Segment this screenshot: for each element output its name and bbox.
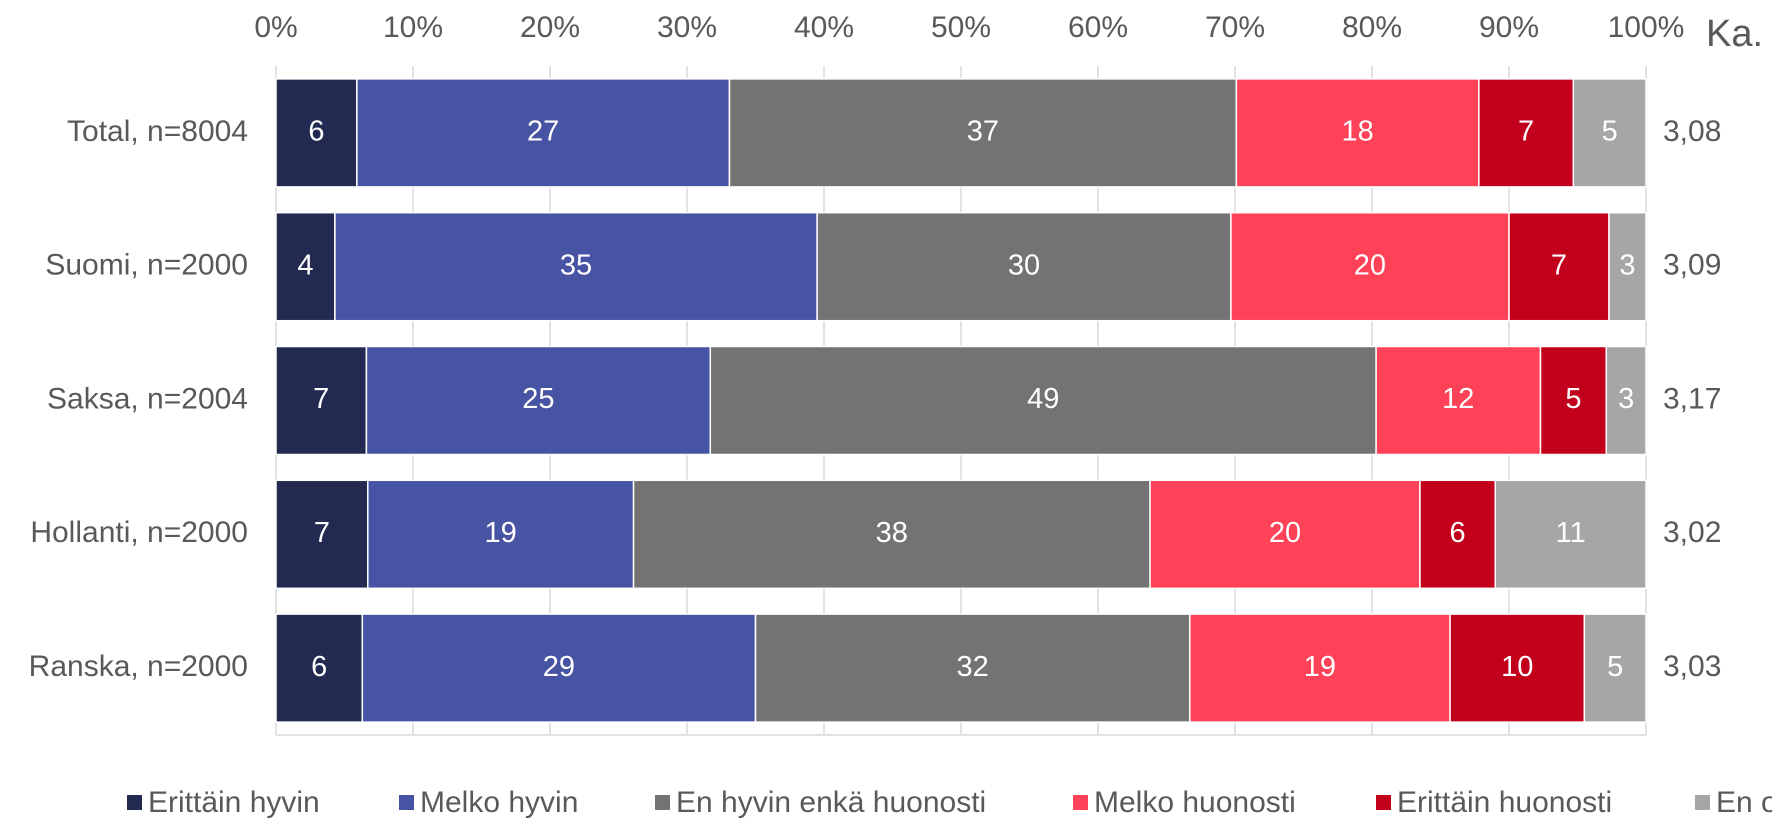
mean-label: 3,09 [1663, 249, 1721, 282]
data-label: 11 [1556, 517, 1586, 549]
data-label: 29 [543, 651, 575, 683]
bar-segment [356, 78, 731, 188]
bar-segment [1605, 345, 1647, 456]
data-label: 10 [1501, 651, 1533, 683]
x-tick-label: 40% [794, 11, 854, 44]
y-tick-label: Saksa, n=2004 [47, 382, 248, 415]
bar-segment [709, 345, 1377, 456]
legend-swatch [655, 795, 670, 810]
mean-title: Ka. [1706, 13, 1763, 55]
x-tick-label: 10% [383, 11, 443, 44]
legend-label: Erittäin hyvin [148, 786, 320, 819]
bar-segment [361, 613, 757, 723]
data-label: 38 [876, 517, 908, 549]
bar-segment [1572, 78, 1647, 188]
data-label: 5 [1607, 651, 1623, 683]
bar-segment [1449, 613, 1586, 723]
bar-segment [275, 78, 358, 188]
mean-label: 3,03 [1663, 650, 1721, 683]
bar-segment [728, 78, 1238, 188]
data-label: 32 [957, 651, 989, 683]
bar-segment [1149, 479, 1421, 590]
data-label: 6 [311, 651, 327, 683]
bar-segment [816, 211, 1232, 322]
data-label: 6 [1450, 517, 1466, 549]
data-label: 6 [308, 116, 324, 148]
bar-segment [1494, 479, 1647, 590]
y-tick-label: Hollanti, n=2000 [30, 516, 248, 549]
data-label: 27 [527, 116, 559, 148]
legend-swatch [1376, 795, 1391, 810]
data-label: 3 [1619, 249, 1635, 281]
bar-segment [754, 613, 1191, 723]
bar-segment [367, 479, 635, 590]
bar-segment [365, 345, 712, 456]
data-label: 7 [1551, 249, 1567, 281]
legend-swatch [399, 795, 414, 810]
data-label: 20 [1269, 517, 1301, 549]
legend-swatch [1695, 795, 1710, 810]
bar-segment [1230, 211, 1510, 322]
data-label: 7 [313, 383, 329, 415]
legend-label: Melko huonosti [1094, 786, 1296, 819]
data-label: 19 [485, 517, 517, 549]
x-tick-label: 60% [1068, 11, 1128, 44]
bar-segment [275, 211, 336, 322]
bar-segment [1539, 345, 1608, 456]
bar-segment [1235, 78, 1480, 188]
data-label: 30 [1008, 249, 1040, 281]
bar-segment [632, 479, 1151, 590]
x-tick-label: 70% [1205, 11, 1265, 44]
data-label: 3 [1618, 383, 1634, 415]
legend-label: En osaa sanoa [1716, 786, 1772, 819]
y-tick-label: Ranska, n=2000 [29, 650, 248, 683]
mean-label: 3,17 [1663, 382, 1721, 415]
bar-segment [1608, 211, 1647, 322]
mean-label: 3,08 [1663, 115, 1721, 148]
bar-segment [1375, 345, 1542, 456]
data-label: 5 [1565, 383, 1581, 415]
x-tick-label: 20% [520, 11, 580, 44]
x-tick-label: 50% [931, 11, 991, 44]
mean-label: 3,02 [1663, 516, 1721, 549]
data-label: 4 [297, 249, 313, 281]
data-label: 7 [1518, 116, 1534, 148]
y-tick-label: Total, n=8004 [67, 115, 248, 148]
data-label: 35 [560, 249, 592, 281]
data-label: 20 [1354, 249, 1386, 281]
x-tick-label: 30% [657, 11, 717, 44]
data-label: 49 [1027, 383, 1059, 415]
bar-segment [1583, 613, 1647, 723]
data-label: 5 [1602, 116, 1618, 148]
x-tick-label: 0% [254, 11, 297, 44]
bar-segment [334, 211, 818, 322]
bar-segment [1478, 78, 1575, 188]
legend-swatch [1073, 795, 1088, 810]
legend-label: En hyvin enkä huonosti [676, 786, 986, 819]
data-label: 7 [314, 517, 330, 549]
legend-label: Melko hyvin [420, 786, 578, 819]
data-label: 19 [1304, 651, 1336, 683]
bar-segment [275, 345, 368, 456]
legend-label: Erittäin huonosti [1397, 786, 1612, 819]
x-tick-label: 80% [1342, 11, 1402, 44]
bar-segment [1508, 211, 1610, 322]
legend-swatch [127, 795, 142, 810]
x-tick-label: 100% [1608, 11, 1685, 44]
data-label: 25 [522, 383, 554, 415]
data-label: 12 [1442, 383, 1474, 415]
x-tick-label: 90% [1479, 11, 1539, 44]
data-label: 18 [1341, 116, 1373, 148]
y-tick-label: Suomi, n=2000 [45, 249, 248, 282]
data-label: 37 [967, 116, 999, 148]
